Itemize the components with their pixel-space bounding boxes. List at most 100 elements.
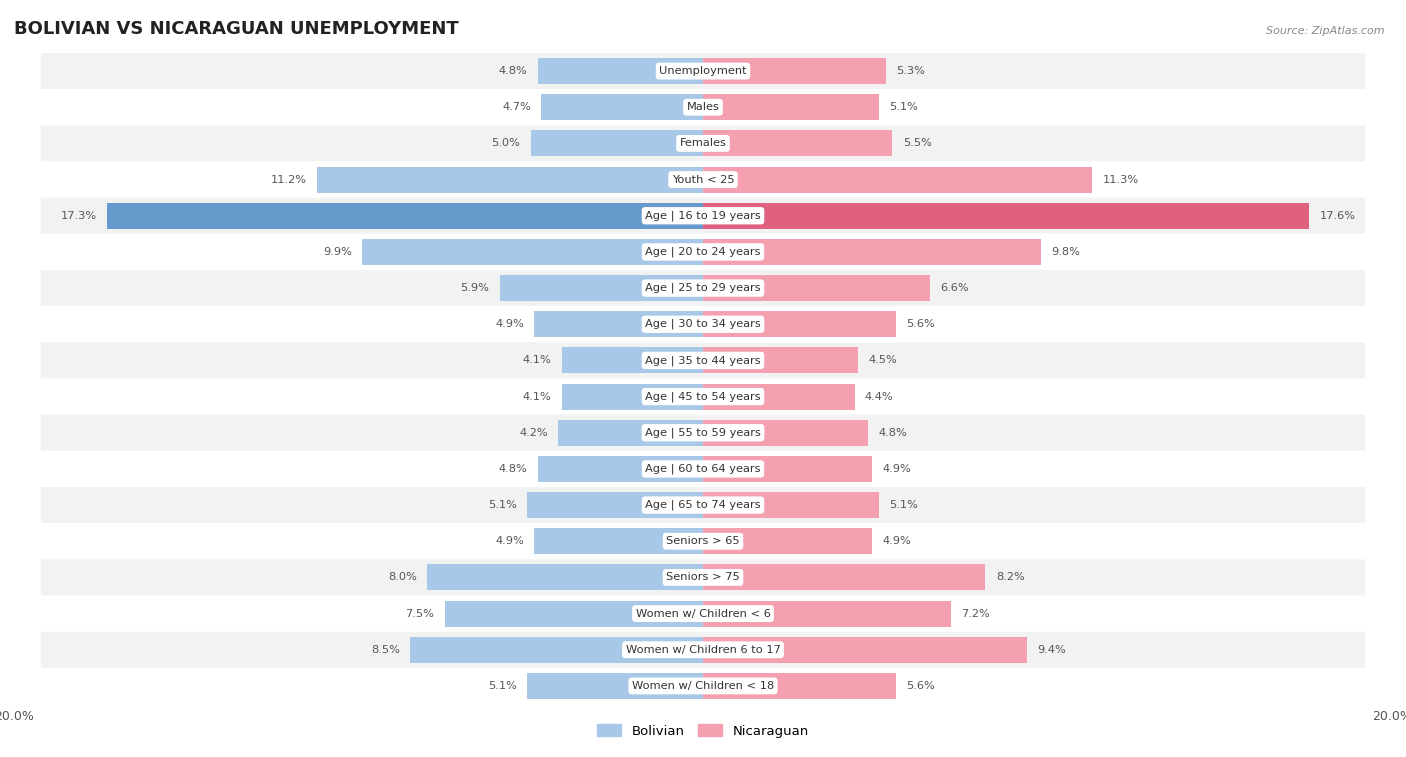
Bar <box>527 673 703 699</box>
Text: Females: Females <box>679 139 727 148</box>
Text: Seniors > 65: Seniors > 65 <box>666 536 740 547</box>
Text: 5.1%: 5.1% <box>488 500 517 510</box>
Text: 9.8%: 9.8% <box>1050 247 1080 257</box>
Text: Age | 20 to 24 years: Age | 20 to 24 years <box>645 247 761 257</box>
FancyBboxPatch shape <box>41 270 1365 306</box>
Text: 5.1%: 5.1% <box>889 500 918 510</box>
Text: 4.9%: 4.9% <box>495 319 524 329</box>
Bar <box>703 528 872 554</box>
Text: 11.3%: 11.3% <box>1102 175 1139 185</box>
Text: 4.9%: 4.9% <box>882 464 911 474</box>
Text: 6.6%: 6.6% <box>941 283 969 293</box>
Text: Source: ZipAtlas.com: Source: ZipAtlas.com <box>1267 26 1385 36</box>
Text: 5.3%: 5.3% <box>896 66 925 76</box>
Bar <box>534 528 703 554</box>
Text: Age | 16 to 19 years: Age | 16 to 19 years <box>645 210 761 221</box>
Text: 9.4%: 9.4% <box>1038 645 1066 655</box>
Text: 5.0%: 5.0% <box>492 139 520 148</box>
Text: 4.7%: 4.7% <box>502 102 531 112</box>
Text: Age | 35 to 44 years: Age | 35 to 44 years <box>645 355 761 366</box>
Text: Age | 65 to 74 years: Age | 65 to 74 years <box>645 500 761 510</box>
Text: 4.8%: 4.8% <box>879 428 907 438</box>
Bar <box>703 94 879 120</box>
Bar <box>499 275 703 301</box>
Bar <box>558 419 703 446</box>
Bar <box>361 239 703 265</box>
Text: Age | 30 to 34 years: Age | 30 to 34 years <box>645 319 761 329</box>
Bar <box>527 492 703 518</box>
Text: 17.6%: 17.6% <box>1320 210 1355 221</box>
Bar <box>562 347 703 373</box>
Text: 8.2%: 8.2% <box>995 572 1025 582</box>
Text: 4.4%: 4.4% <box>865 391 894 401</box>
Bar <box>703 419 869 446</box>
Bar <box>703 637 1026 663</box>
Bar <box>703 673 896 699</box>
Bar <box>703 600 950 627</box>
Bar <box>107 203 703 229</box>
Text: Seniors > 75: Seniors > 75 <box>666 572 740 582</box>
Text: 11.2%: 11.2% <box>271 175 307 185</box>
Bar <box>534 311 703 338</box>
Text: 4.1%: 4.1% <box>523 356 551 366</box>
Text: Age | 55 to 59 years: Age | 55 to 59 years <box>645 428 761 438</box>
Text: 9.9%: 9.9% <box>323 247 352 257</box>
Text: 4.1%: 4.1% <box>523 391 551 401</box>
Text: Women w/ Children 6 to 17: Women w/ Children 6 to 17 <box>626 645 780 655</box>
Text: Males: Males <box>686 102 720 112</box>
Text: 5.6%: 5.6% <box>907 681 935 691</box>
Bar <box>703 275 931 301</box>
FancyBboxPatch shape <box>41 198 1365 234</box>
FancyBboxPatch shape <box>41 342 1365 378</box>
FancyBboxPatch shape <box>41 234 1365 270</box>
FancyBboxPatch shape <box>41 487 1365 523</box>
FancyBboxPatch shape <box>41 559 1365 596</box>
Text: 5.6%: 5.6% <box>907 319 935 329</box>
Bar <box>703 347 858 373</box>
Text: Age | 25 to 29 years: Age | 25 to 29 years <box>645 283 761 293</box>
Bar <box>703 130 893 157</box>
Text: 4.9%: 4.9% <box>495 536 524 547</box>
FancyBboxPatch shape <box>41 378 1365 415</box>
Text: 7.5%: 7.5% <box>405 609 434 618</box>
Text: 4.8%: 4.8% <box>499 464 527 474</box>
FancyBboxPatch shape <box>41 161 1365 198</box>
Bar <box>703 565 986 590</box>
Bar <box>703 311 896 338</box>
Text: 17.3%: 17.3% <box>60 210 97 221</box>
Text: 4.9%: 4.9% <box>882 536 911 547</box>
Bar <box>411 637 703 663</box>
Bar <box>703 456 872 482</box>
Bar <box>537 58 703 84</box>
FancyBboxPatch shape <box>41 126 1365 161</box>
Text: 8.5%: 8.5% <box>371 645 399 655</box>
Text: Age | 60 to 64 years: Age | 60 to 64 years <box>645 464 761 474</box>
Bar <box>703 167 1092 192</box>
FancyBboxPatch shape <box>41 89 1365 126</box>
Bar <box>562 384 703 410</box>
Text: 5.1%: 5.1% <box>488 681 517 691</box>
Bar <box>703 239 1040 265</box>
Text: 7.2%: 7.2% <box>962 609 990 618</box>
Text: BOLIVIAN VS NICARAGUAN UNEMPLOYMENT: BOLIVIAN VS NICARAGUAN UNEMPLOYMENT <box>14 20 458 38</box>
Text: Unemployment: Unemployment <box>659 66 747 76</box>
Text: 5.5%: 5.5% <box>903 139 932 148</box>
FancyBboxPatch shape <box>41 53 1365 89</box>
Text: 4.5%: 4.5% <box>869 356 897 366</box>
Text: Women w/ Children < 18: Women w/ Children < 18 <box>631 681 775 691</box>
FancyBboxPatch shape <box>41 631 1365 668</box>
FancyBboxPatch shape <box>41 523 1365 559</box>
FancyBboxPatch shape <box>41 596 1365 631</box>
Text: 4.8%: 4.8% <box>499 66 527 76</box>
Bar <box>318 167 703 192</box>
Text: Age | 45 to 54 years: Age | 45 to 54 years <box>645 391 761 402</box>
Bar <box>444 600 703 627</box>
Bar <box>703 203 1309 229</box>
FancyBboxPatch shape <box>41 668 1365 704</box>
Text: 5.1%: 5.1% <box>889 102 918 112</box>
Bar <box>531 130 703 157</box>
Text: 4.2%: 4.2% <box>519 428 548 438</box>
Bar <box>541 94 703 120</box>
Bar <box>427 565 703 590</box>
Legend: Bolivian, Nicaraguan: Bolivian, Nicaraguan <box>592 719 814 743</box>
